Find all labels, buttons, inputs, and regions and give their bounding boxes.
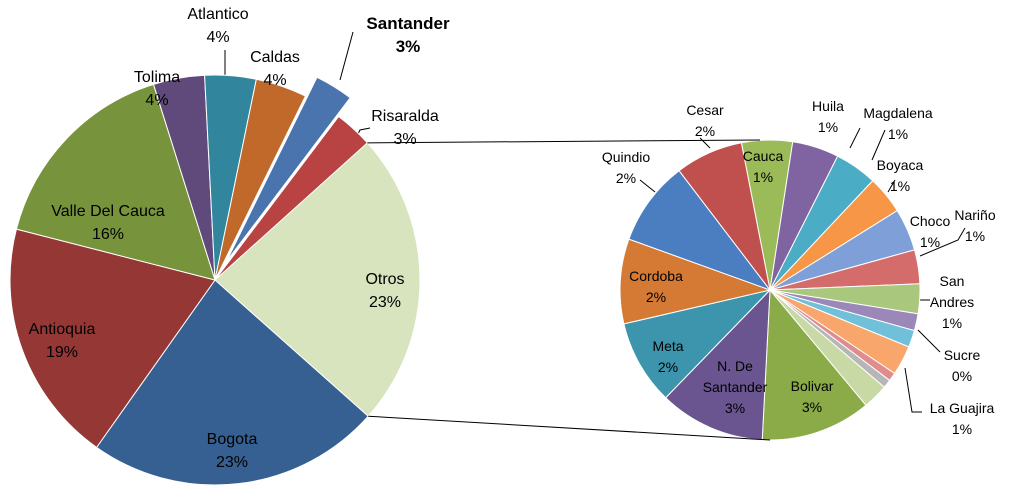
pie-slice [214,115,369,281]
slice-name: Choco [909,213,951,229]
slice-value: 1% [752,169,774,185]
pie-slice [95,279,369,486]
slice-value: 1% [941,315,963,331]
slice-label: Risaralda 3% [371,105,439,151]
slice-label: Cesar 2% [686,100,723,142]
slice-label: Bolivar 3% [791,376,834,418]
slice-label: Choco 1% [910,211,950,253]
slice-value: 3% [801,399,823,415]
slice-label: Valle Del Cauca 16% [51,200,165,246]
slice-label: N. De Santander 3% [695,356,775,419]
leader-line [904,367,922,413]
slice-value: 2% [694,123,716,139]
slice-value: 3% [393,131,417,148]
slice-label: La Guajira 1% [930,398,995,440]
slice-name: Valle Del Cauca [51,203,165,220]
slice-name: Bogota [206,431,258,448]
slice-label: Cauca 1% [743,146,783,188]
slice-label: Huila 1% [812,96,844,138]
slice-name: Quindio [601,149,651,165]
pie-slice [619,238,772,325]
slice-name: Tolima [133,69,181,86]
slice-name: Santander [366,14,450,33]
leader-line [339,31,354,81]
slice-name: Nariño [954,207,996,223]
pie-slice [678,142,771,291]
pie-slice [214,142,421,417]
slice-label: Caldas 4% [250,46,300,92]
pie-slice [214,78,307,281]
leader-line [887,179,896,193]
slice-name: Meta [652,338,684,354]
slice-value: 2% [657,359,679,375]
slice-value: 1% [964,228,986,244]
slice-label: Bogota 23% [207,428,258,474]
slice-name: La Guajira [929,400,995,416]
slice-label: Quindio 2% [602,147,650,189]
slice-name: Cesar [686,102,724,118]
slice-name: Risaralda [371,108,439,125]
slice-value: 3% [395,37,421,56]
slice-value: 23% [215,454,249,471]
leader-line [917,329,941,353]
slice-label: Magdalena 1% [863,103,932,145]
slice-value: 2% [615,170,637,186]
slice-name: Antioquia [28,321,96,338]
leader-line [849,127,861,149]
slice-value: 4% [206,29,230,46]
slice-name: Cauca [742,148,784,164]
slice-value: 4% [145,92,169,109]
pie-slice [15,83,216,281]
slice-value: 1% [887,126,909,142]
slice-label: Atlantico 4% [187,3,248,49]
slice-value: 16% [91,226,125,243]
slice-name: Huila [812,98,844,114]
leader-line [639,179,656,193]
slice-label: Boyaca 1% [877,155,924,197]
slice-name: Bolivar [790,378,834,394]
slice-label: Cordoba 2% [629,266,683,308]
connector-line [367,139,761,144]
leader-line [871,129,886,161]
slice-value: 0% [951,368,973,384]
slice-name: San Andres [929,273,975,310]
slice-label: San Andres 1% [926,271,978,334]
connector-line [368,415,771,441]
slice-value: 1% [919,234,941,250]
slice-name: Boyaca [876,157,924,173]
slice-name: Atlantico [187,6,249,23]
leader-line [919,227,966,257]
slice-name: Otros [365,271,405,288]
slice-value: 1% [889,178,911,194]
slice-label: Tolima 4% [134,66,180,112]
pie-slice [623,289,772,399]
slice-name: Cordoba [629,268,683,284]
leader-line [699,137,711,149]
slice-value: 2% [645,289,667,305]
pie-slice [9,228,216,449]
slice-value: 23% [368,294,402,311]
pie-slice [628,169,772,292]
slice-name: Magdalena [863,105,933,121]
slice-value: 19% [45,344,79,361]
slice-label: Meta 2% [652,336,683,378]
slice-value: 3% [724,400,746,416]
slice-name: N. De Santander [702,358,768,395]
slice-label: Sucre 0% [944,345,981,387]
slice-value: 1% [817,119,839,135]
slice-value: 1% [951,421,973,437]
slice-label: Otros 23% [365,268,404,314]
slice-label: Santander 3% [366,12,449,58]
slice-name: Sucre [943,347,981,363]
slice-label: Antioquia 19% [29,318,96,364]
slice-name: Caldas [250,49,300,66]
pie-slice [226,76,351,262]
slice-value: 4% [263,72,287,89]
slice-label: Nariño 1% [954,205,995,247]
